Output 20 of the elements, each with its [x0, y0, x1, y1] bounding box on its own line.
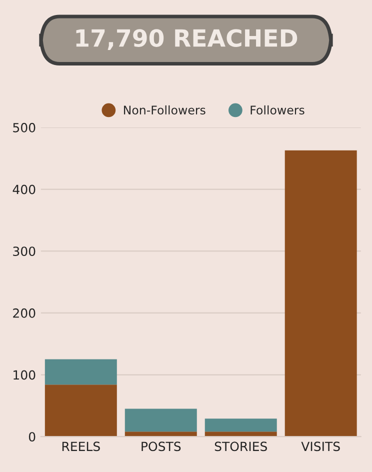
bar [44, 384, 117, 437]
x-tick-label: REELS [62, 442, 100, 452]
bar [124, 408, 197, 432]
y-tick-label: 0 [28, 432, 36, 442]
y-tick-label: 400 [12, 184, 36, 194]
y-tick-label: 500 [13, 122, 36, 132]
x-tick-label: STORIES [214, 442, 267, 452]
chart-title: 17,790 REACHED [76, 29, 298, 50]
bar [204, 432, 277, 437]
bar [284, 150, 357, 437]
y-tick-label: 200 [13, 308, 36, 318]
legend-label: Non-Followers [124, 105, 206, 115]
y-tick-label: 100 [14, 370, 36, 380]
y-tick-label: 300 [13, 246, 36, 256]
bar [44, 359, 117, 385]
bar [124, 432, 197, 437]
x-tick-label: POSTS [142, 442, 181, 452]
x-tick-label: VISITS [301, 442, 340, 452]
bar [204, 418, 277, 432]
legend-label: Followers [250, 105, 304, 115]
